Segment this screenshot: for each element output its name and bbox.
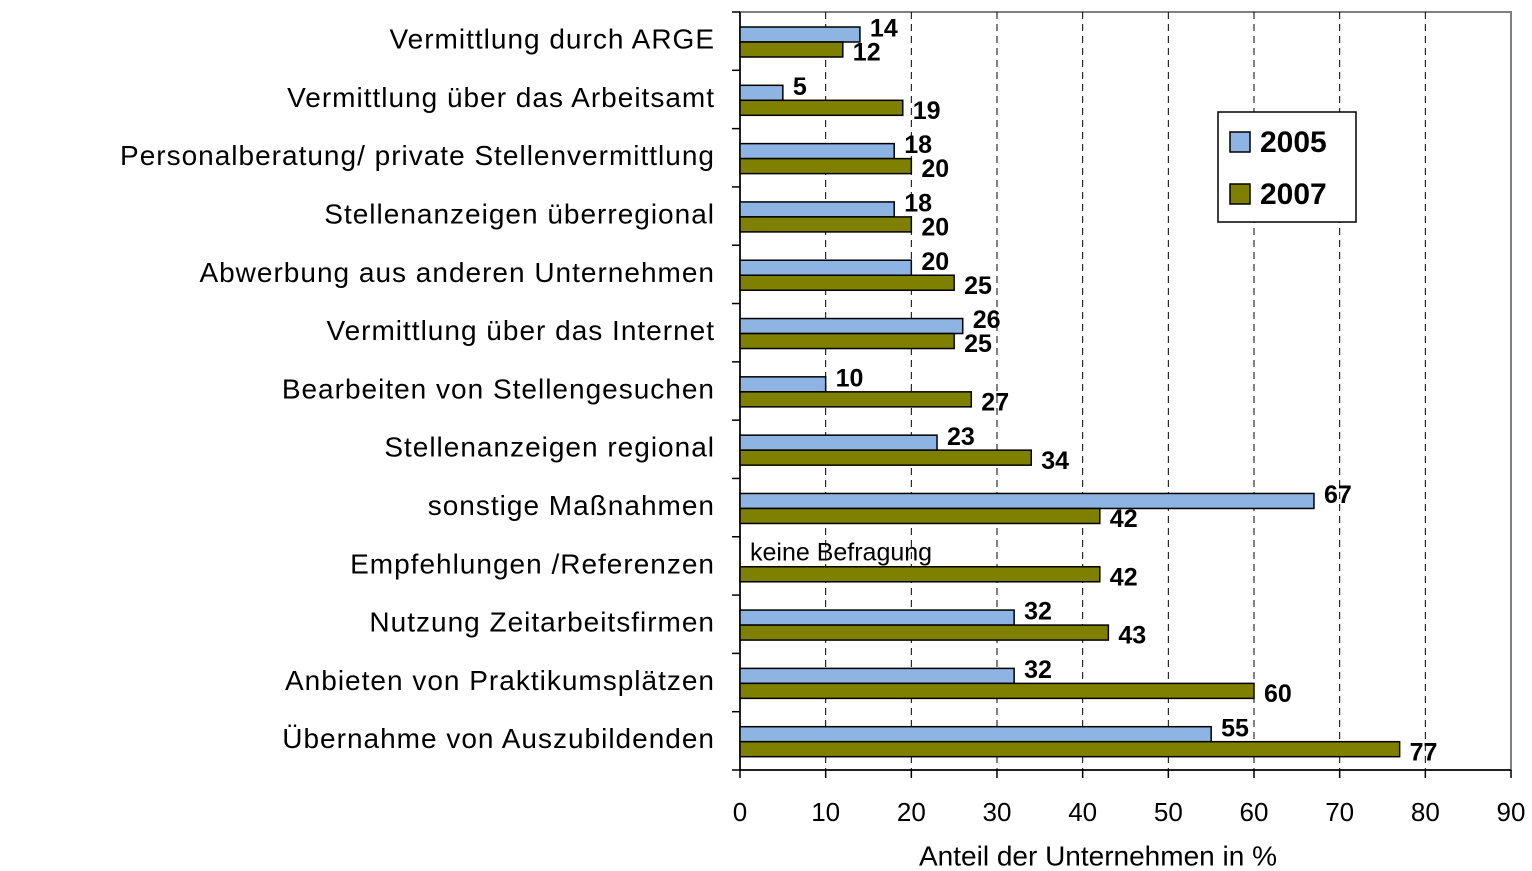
legend-label: 2005 — [1260, 126, 1327, 159]
data-label: 42 — [1110, 505, 1138, 533]
bar — [739, 201, 895, 218]
bar — [739, 566, 1101, 583]
bar — [739, 317, 964, 335]
bar — [739, 332, 955, 350]
bar — [739, 376, 827, 393]
x-tick-label: 40 — [1068, 797, 1097, 827]
data-label: 55 — [1221, 714, 1249, 742]
bar — [739, 142, 895, 160]
data-label: 26 — [973, 306, 1001, 334]
bar — [739, 391, 973, 408]
bar — [739, 157, 913, 175]
bar — [739, 259, 913, 276]
data-label: 19 — [913, 97, 941, 125]
bar — [739, 667, 1015, 685]
data-label: 77 — [1410, 738, 1438, 766]
bar — [739, 216, 913, 233]
bar — [739, 624, 1110, 641]
x-tick-label: 90 — [1497, 797, 1526, 827]
y-tick-label: Übernahme von Auszubildenden — [282, 723, 715, 754]
y-tick-label: Nutzung Zeitarbeitsfirmen — [369, 607, 715, 638]
data-label: 18 — [904, 190, 932, 218]
data-label: 23 — [947, 423, 975, 451]
x-tick-label: 60 — [1240, 797, 1269, 827]
x-tick-label: 80 — [1411, 797, 1440, 827]
data-label: 60 — [1264, 680, 1292, 708]
legend-swatch — [1229, 131, 1251, 153]
data-label: 42 — [1110, 563, 1138, 591]
y-tick-label: Stellenanzeigen überregional — [324, 198, 715, 229]
data-label: 20 — [921, 248, 949, 276]
y-tick-label: Empfehlungen /Referenzen — [350, 548, 715, 579]
y-tick-label: Stellenanzeigen regional — [384, 432, 715, 463]
y-tick-label: Vermittlung über das Internet — [326, 315, 715, 346]
y-tick-label: Personalberatung/ private Stellenvermitt… — [120, 140, 715, 171]
data-label: 18 — [904, 131, 932, 159]
y-tick-label: Anbieten von Praktikumsplätzen — [285, 665, 715, 696]
data-label: 32 — [1024, 656, 1052, 684]
bar — [739, 434, 938, 451]
bar — [739, 725, 1212, 743]
bar — [739, 449, 1033, 466]
bar — [739, 492, 1315, 510]
data-label: 5 — [793, 73, 807, 101]
annotation: keine Befragung — [750, 538, 932, 566]
data-label: 67 — [1324, 481, 1352, 509]
data-label: 43 — [1118, 622, 1146, 650]
x-tick-label: 20 — [897, 797, 926, 827]
data-label: 25 — [964, 272, 992, 300]
bar — [739, 99, 904, 117]
data-label: 32 — [1024, 598, 1052, 626]
data-label: 34 — [1041, 447, 1069, 475]
y-tick-label: Bearbeiten von Stellengesuchen — [282, 373, 715, 404]
y-tick-label: Vermittlung durch ARGE — [390, 24, 715, 55]
y-tick-label: Vermittlung über das Arbeitsamt — [287, 82, 715, 113]
bar — [739, 507, 1101, 525]
y-tick-label: Abwerbung aus anderen Unternehmen — [199, 257, 715, 288]
bar — [739, 609, 1015, 626]
bar — [739, 41, 844, 58]
data-label: 20 — [921, 214, 949, 242]
bar — [739, 274, 955, 291]
y-tick-label: sonstige Maßnahmen — [428, 490, 715, 521]
x-tick-label: 70 — [1325, 797, 1354, 827]
data-label: 14 — [870, 15, 898, 43]
data-label: 10 — [836, 364, 864, 392]
data-label: 25 — [964, 330, 992, 358]
x-axis-label: Anteil der Unternehmen in % — [919, 840, 1277, 871]
bar — [739, 84, 784, 102]
x-tick-label: 50 — [1154, 797, 1183, 827]
legend-label: 2007 — [1260, 178, 1327, 211]
data-label: 12 — [853, 39, 881, 67]
x-tick-label: 30 — [983, 797, 1012, 827]
data-label: 27 — [981, 388, 1009, 416]
data-label: 20 — [921, 155, 949, 183]
bar — [739, 26, 861, 43]
legend-swatch — [1229, 183, 1251, 205]
bar — [739, 740, 1401, 758]
bar — [739, 682, 1255, 700]
x-tick-label: 0 — [733, 797, 747, 827]
x-tick-label: 10 — [811, 797, 840, 827]
